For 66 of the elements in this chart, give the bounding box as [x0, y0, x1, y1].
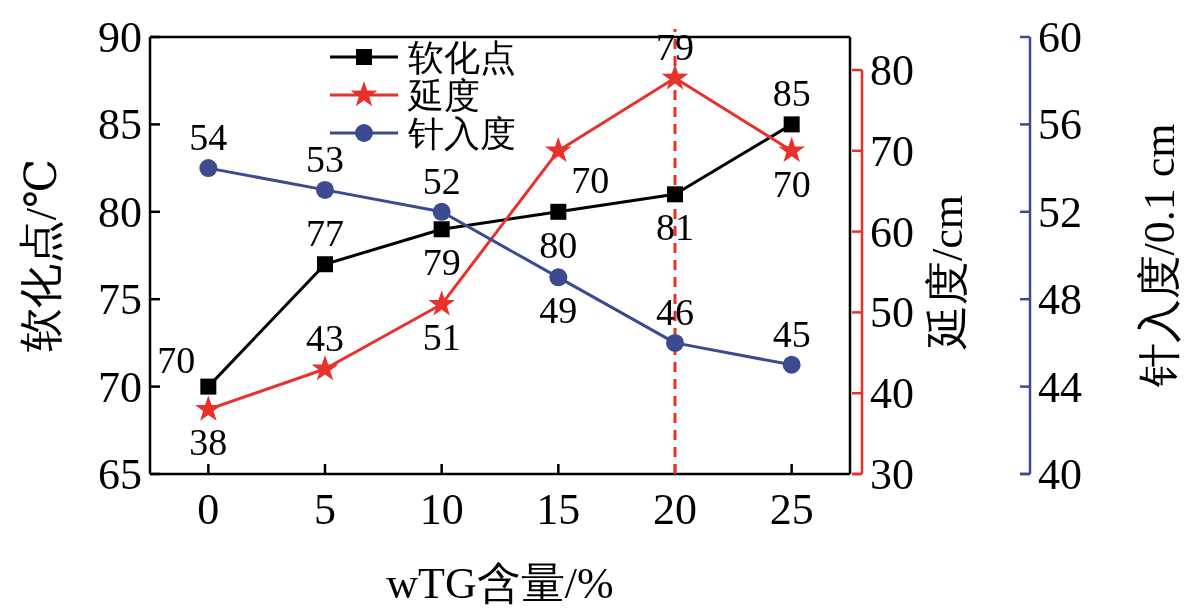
point — [549, 268, 568, 287]
point — [545, 136, 572, 163]
point — [433, 221, 450, 238]
data-label: 80 — [539, 223, 578, 266]
data-label: 49 — [539, 289, 578, 332]
data-label: 54 — [189, 116, 228, 159]
x-tick-label: 5 — [314, 485, 336, 534]
y2-axis-title: 延度/cm — [923, 195, 972, 350]
data-label: 53 — [306, 137, 344, 180]
data-label: 85 — [772, 72, 811, 115]
data-label: 77 — [306, 212, 344, 255]
y3-axis-title: 针入度/0.1 cm — [1135, 123, 1184, 389]
data-label: 70 — [157, 338, 196, 381]
legend-label: 针入度 — [407, 114, 516, 154]
point — [200, 378, 217, 395]
y3-tick-label: 56 — [1038, 100, 1082, 150]
point — [667, 186, 683, 203]
y3-tick-label: 44 — [1038, 362, 1082, 412]
data-label: 46 — [656, 290, 694, 333]
data-label: 70 — [772, 162, 811, 205]
y-tick-label: 70 — [98, 362, 142, 412]
data-label: 81 — [656, 206, 694, 249]
point — [550, 203, 567, 220]
y2-tick-label: 60 — [870, 207, 914, 257]
y2-tick-label: 50 — [870, 288, 914, 338]
data-label: 70 — [571, 158, 610, 201]
y2-tick-label: 30 — [870, 450, 914, 499]
x-tick-label: 10 — [419, 485, 464, 534]
point — [316, 180, 334, 199]
point — [666, 333, 684, 352]
x-tick-label: 0 — [197, 485, 220, 534]
y2-tick-label: 80 — [870, 46, 914, 95]
data-label: 51 — [422, 316, 461, 359]
legend-label: 延度 — [407, 76, 480, 116]
point — [778, 136, 805, 163]
y-tick-label: 75 — [98, 275, 142, 325]
data-label: 52 — [422, 159, 461, 202]
point — [432, 202, 451, 221]
point — [317, 256, 333, 273]
point — [428, 290, 455, 316]
data-label: 45 — [772, 312, 811, 355]
point — [783, 116, 800, 133]
legend-label: 软化点 — [408, 38, 516, 78]
y-axis-title: 软化点/℃ — [17, 158, 66, 353]
y-tick-label: 65 — [98, 450, 142, 499]
point — [311, 355, 339, 381]
y-tick-label: 90 — [98, 13, 142, 62]
y-tick-label: 80 — [98, 187, 142, 237]
x-tick-label: 25 — [769, 485, 814, 534]
data-label: 43 — [306, 316, 344, 359]
point — [782, 355, 801, 374]
x-axis-title: wTG含量/% — [386, 559, 614, 608]
y2-tick-label: 70 — [870, 126, 914, 176]
x-tick-label: 20 — [653, 485, 697, 534]
x-tick-label: 15 — [536, 485, 581, 534]
y-tick-label: 85 — [98, 100, 142, 150]
y3-tick-label: 60 — [1038, 13, 1082, 62]
y3-tick-label: 40 — [1038, 450, 1082, 499]
point — [199, 159, 218, 178]
point — [661, 64, 689, 90]
y2-tick-label: 40 — [870, 369, 914, 419]
point — [195, 395, 222, 421]
y3-tick-label: 48 — [1038, 275, 1082, 325]
data-label: 38 — [189, 421, 228, 464]
data-label: 79 — [422, 241, 461, 284]
y3-tick-label: 52 — [1038, 187, 1082, 237]
